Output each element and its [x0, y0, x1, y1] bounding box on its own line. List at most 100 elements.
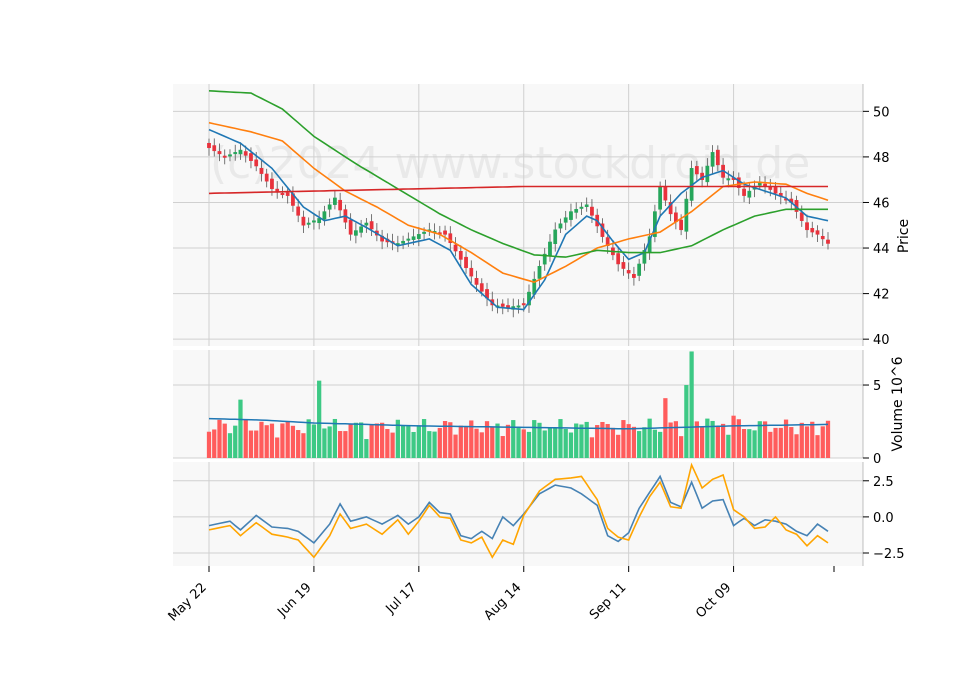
volume-bar — [621, 420, 626, 458]
volume-bar — [301, 433, 306, 458]
osc-tick-label: 0.0 — [873, 511, 894, 526]
candle-body — [238, 149, 243, 155]
volume-bar — [385, 429, 390, 458]
candle-body — [799, 212, 804, 221]
candle-body — [296, 206, 301, 216]
candle-body — [574, 209, 579, 213]
candle-body — [306, 222, 311, 225]
candle-body — [233, 152, 238, 155]
candle-body — [228, 154, 232, 157]
volume-bar — [642, 427, 647, 458]
volume-axis-label: Volume 10^6 — [890, 356, 906, 451]
candle-body — [280, 193, 285, 196]
volume-bar — [395, 419, 400, 458]
volume-bar — [794, 434, 799, 458]
volume-bar — [537, 422, 542, 458]
volume-bar — [290, 425, 296, 458]
candle-body — [548, 241, 552, 256]
candle-body — [705, 165, 710, 183]
volume-bars — [206, 351, 831, 458]
volume-bar — [694, 421, 699, 458]
x-tick-label: Jun 19 — [274, 580, 314, 620]
volume-bar — [589, 437, 595, 458]
candle-body — [815, 230, 820, 235]
volume-bar — [820, 426, 825, 458]
volume-bar — [715, 426, 720, 458]
candle-body — [805, 222, 809, 231]
volume-bar — [736, 419, 741, 458]
volume-bar — [206, 431, 212, 458]
volume-bar — [259, 421, 264, 458]
candle-body — [359, 226, 364, 233]
candle-body — [270, 178, 274, 190]
panel-backgrounds — [173, 84, 863, 566]
panel-osc — [173, 462, 863, 566]
volume-bar — [217, 419, 222, 458]
candle-body — [322, 211, 327, 220]
candle-body — [637, 263, 642, 276]
price-tick-label: 40 — [873, 333, 890, 348]
volume-bar — [479, 432, 484, 458]
volume-bar — [526, 431, 532, 458]
volume-bar — [789, 427, 794, 458]
price-axis-label: Price — [896, 219, 912, 253]
volume-bar — [673, 421, 678, 458]
candle-body — [694, 166, 699, 175]
candle-body — [500, 303, 505, 307]
candle-body — [354, 230, 358, 236]
candle-body — [453, 244, 458, 252]
candle-body — [443, 230, 447, 235]
volume-bar — [364, 439, 369, 458]
volume-bar — [322, 428, 327, 458]
candle-body — [312, 220, 316, 223]
vol-tick-label: 5 — [873, 379, 881, 394]
volume-bar — [637, 431, 642, 458]
volume-bar — [747, 429, 752, 458]
volume-bar — [783, 419, 789, 458]
volume-bar — [212, 429, 217, 458]
volume-bar — [731, 415, 736, 458]
candle-body — [222, 155, 227, 158]
candle-body — [333, 197, 337, 205]
volume-bar — [359, 422, 364, 458]
candle-body — [679, 219, 683, 231]
volume-bar — [553, 428, 558, 458]
volume-bar — [505, 424, 511, 458]
candle-body — [285, 192, 290, 196]
osc-tick-label: −2.5 — [873, 547, 905, 562]
candle-body — [763, 183, 767, 187]
candle-body — [422, 231, 426, 234]
overlay-line — [208, 128, 829, 311]
candle-body — [521, 303, 526, 306]
candle-body — [264, 173, 269, 182]
volume-bar — [511, 420, 516, 458]
x-tick-label: Aug 14 — [481, 580, 524, 623]
candle-body — [364, 222, 369, 226]
vol-tick-label: 0 — [873, 452, 881, 467]
candle-body — [553, 229, 558, 244]
oscillator-blue-line — [208, 474, 829, 544]
volume-bar — [568, 432, 574, 458]
volume-bar — [720, 423, 726, 458]
volume-bar — [469, 420, 474, 458]
x-tick-label: May 22 — [166, 580, 210, 624]
axes — [208, 84, 869, 572]
candle-body — [301, 216, 306, 226]
price-overlays — [208, 90, 829, 311]
candle-body — [338, 199, 343, 211]
volume-bar — [825, 420, 831, 458]
volume-bar — [542, 430, 547, 458]
candle-body — [563, 217, 568, 223]
candle-body — [542, 253, 547, 265]
volume-bar — [668, 422, 673, 458]
candle-body — [516, 305, 521, 308]
volume-bar — [768, 431, 773, 458]
candle-body — [448, 233, 453, 243]
candle-body — [626, 270, 631, 274]
volume-bar — [338, 431, 343, 458]
candle-body — [726, 178, 731, 181]
candle-body — [249, 153, 253, 161]
volume-average-line — [208, 417, 829, 430]
candle-body — [254, 159, 259, 167]
price-tick-label: 44 — [873, 242, 890, 257]
